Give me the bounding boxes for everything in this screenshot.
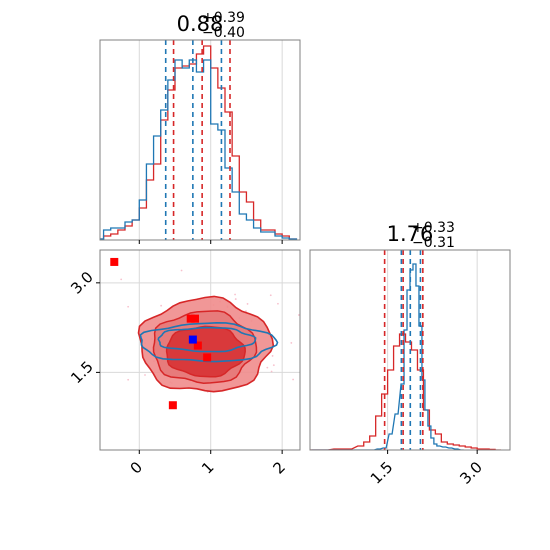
joint-frame [99,249,301,451]
joint-sample-point [269,294,272,297]
joint-contours [137,295,279,393]
hist2-tick-label: 1.5 [367,458,397,488]
joint-blue-marker [188,335,197,344]
joint-sample-point [120,278,123,281]
joint-sample-point [234,293,236,296]
hist2-series [310,263,502,450]
joint-markers [110,257,212,410]
hist1-frame [99,39,301,241]
joint-ticks: 0 1 2 1.5 3.0 [67,268,289,478]
param1-title-value: 0.88 [177,12,224,36]
hist2-quantiles [383,250,424,450]
joint-y-tick-label: 3.0 [67,268,97,298]
hist2-tick-label: 3.0 [456,458,486,488]
joint-sample-point [234,298,237,300]
hist1-panel: 0.88 +0.39 −0.40 [99,10,301,244]
joint-red-marker [186,314,195,323]
param1-title: 0.88 [177,12,224,36]
hist2-blue-series [311,263,464,450]
param2-title: 1.76 [387,222,434,246]
hist2-red-series [310,333,502,450]
hist1-blue-series [100,59,298,240]
joint-blue-contour-outer [139,321,279,363]
joint-sample-point [270,370,273,373]
param1-title-upper: +0.39 [202,10,245,26]
joint-red-marker [193,341,202,350]
joint-sample-point [272,364,275,367]
joint-x-tick-label: 1 [198,458,217,477]
joint-sample-point [266,366,269,369]
joint-sample-point [127,378,130,381]
joint-red-marker [110,257,119,266]
joint-red-marker [203,353,212,362]
joint-red-marker [168,401,177,410]
param2-title-upper: +0.33 [412,220,455,236]
joint-sample-point [245,310,247,313]
joint-sample-point [292,378,295,381]
hist1-ticks [138,240,283,244]
joint-sample-point [180,269,183,272]
hist1-red-series [100,45,298,240]
joint-sample-point [144,374,146,376]
hist1-quantiles [164,40,231,240]
hist2-frame [309,249,511,451]
joint-x-tick-label: 0 [127,458,146,477]
param2-title-value: 1.76 [387,222,434,246]
hist2-panel: 1.5 3.0 1.76 +0.33 −0.31 [309,220,511,488]
joint-sample-point [290,342,293,344]
joint-sample-point [297,314,300,316]
joint-sample-point [160,304,163,307]
joint-sample-point [277,302,279,305]
param2-title-lower: −0.31 [412,235,455,251]
joint-blue-contour-inner [157,326,257,353]
joint-sample-point [246,303,249,305]
joint-panel: 0 1 2 1.5 3.0 [67,249,356,478]
joint-sample-point [127,305,130,308]
joint-red-marker [191,314,199,323]
joint-y-tick-label: 1.5 [67,358,97,388]
hist2-grid [387,250,478,450]
joint-x-tick-label: 2 [269,458,288,477]
param1-title-lower: −0.40 [202,25,245,41]
hist2-ticks: 1.5 3.0 [367,450,486,488]
joint-sample-point [354,336,356,338]
hist1-series [100,45,298,240]
joint-sample-point [271,355,274,357]
